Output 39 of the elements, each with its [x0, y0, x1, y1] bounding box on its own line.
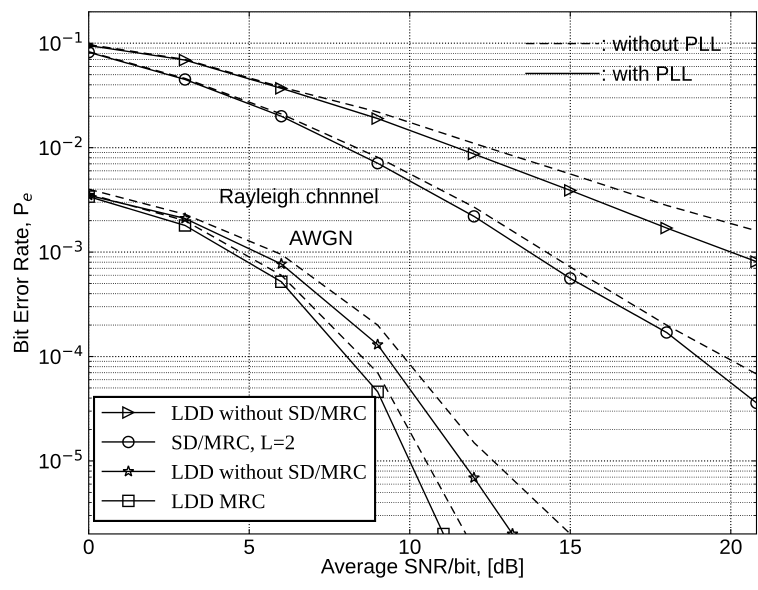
- y-tick-label: 10$^{−1}$: [40, 32, 82, 51]
- annotation: AWGN: [289, 230, 352, 246]
- annotation: : without PLL: [602, 36, 721, 52]
- x-tick-label: 20: [720, 539, 742, 554]
- y-tick-label: 10$^{−4}$: [40, 345, 82, 364]
- point: [275, 110, 288, 122]
- x-tick-label: 5: [244, 540, 254, 554]
- x-tick-label: 0: [84, 539, 94, 554]
- x-tick-label: 15: [560, 540, 581, 554]
- legend-label: LDD MRC: [172, 494, 264, 508]
- point: [660, 222, 673, 234]
- point: [178, 219, 192, 232]
- point: [468, 148, 480, 160]
- y-tick-label: 10$^{−3}$: [40, 240, 82, 260]
- x-tick-label: 10: [400, 539, 421, 554]
- point: [275, 258, 288, 270]
- y-tick-label: 10$^{−2}$: [40, 136, 82, 156]
- annotation: : with PLL: [602, 66, 692, 81]
- point: [275, 82, 288, 95]
- point: [564, 184, 577, 197]
- legend-label: LDD without SD/MRC: [172, 464, 366, 479]
- point: [275, 276, 288, 288]
- y-axis-title: Bit Error Rate, P$_{e}$: [13, 193, 32, 352]
- point: [372, 338, 384, 350]
- legend-label: SD/MRC, L=2: [172, 435, 294, 452]
- x-axis-title: Average SNR/bit, [dB]: [320, 558, 523, 578]
- point: [468, 472, 480, 483]
- legend-label: LDD without SD/MRC: [172, 405, 366, 420]
- point: [371, 385, 384, 398]
- point: [371, 112, 384, 125]
- point: [660, 326, 673, 339]
- annotation: Rayleigh chnnnel: [220, 188, 378, 208]
- point: [371, 156, 384, 170]
- point: [468, 210, 480, 223]
- point: [564, 272, 577, 285]
- point: [178, 73, 192, 86]
- y-tick-label: 10$^{−5}$: [40, 450, 82, 469]
- point: [179, 212, 191, 224]
- point: [178, 54, 192, 66]
